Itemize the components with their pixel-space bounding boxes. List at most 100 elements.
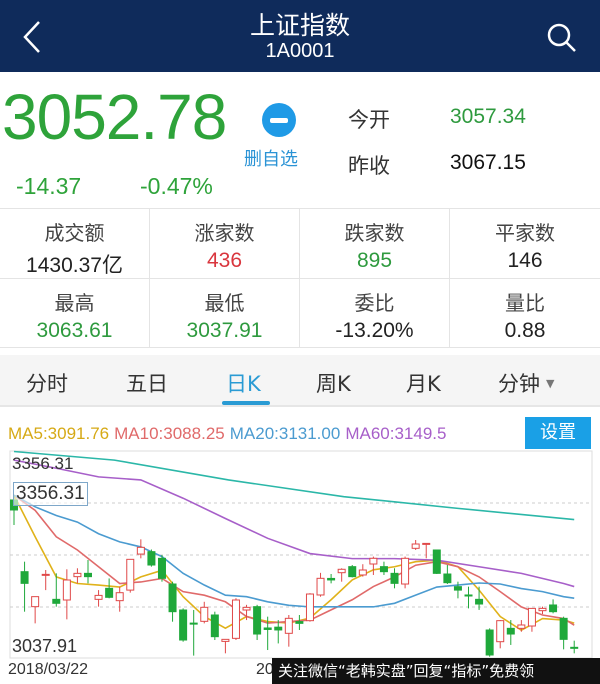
candle-body — [274, 626, 283, 631]
candle — [221, 638, 230, 654]
stat-cell: 成交额 1430.37亿 — [0, 209, 150, 278]
remove-favorite-button[interactable]: 删自选 — [244, 149, 298, 170]
tab-2[interactable]: 日K — [226, 368, 261, 398]
price-change-pct: -0.47% — [140, 173, 213, 199]
candle-body — [337, 568, 346, 574]
candle — [411, 539, 420, 550]
stat-value: 1430.37亿 — [26, 254, 123, 277]
ma-line — [13, 494, 575, 632]
stat-label: 成交额 — [44, 221, 105, 245]
stat-value: -13.20% — [335, 319, 414, 342]
candle — [147, 549, 156, 567]
tab-1[interactable]: 五日 — [126, 368, 168, 398]
candle-body — [348, 566, 357, 578]
candle — [115, 586, 124, 612]
candle-body — [189, 622, 198, 625]
candle — [168, 581, 177, 622]
stat-label: 量比 — [505, 291, 545, 315]
tab-label: 分时 — [26, 372, 68, 396]
candlestick-chart[interactable] — [0, 440, 600, 670]
candle — [527, 607, 536, 632]
candle-body — [485, 629, 494, 656]
stat-value: 3037.91 — [186, 319, 263, 342]
tab-label: 周K — [316, 372, 351, 396]
candle — [105, 578, 114, 599]
candle — [126, 558, 135, 593]
remove-favorite-icon[interactable] — [262, 103, 296, 137]
candle — [284, 614, 293, 647]
ma-line — [13, 450, 575, 521]
chart-tabs: 分时 五日 日K 周K 月K 分钟 ▼ — [0, 355, 600, 407]
open-value: 3057.34 — [450, 105, 526, 128]
ma-line — [13, 494, 575, 608]
candle-body — [52, 598, 61, 604]
tab-5[interactable]: 分钟 ▼ — [498, 368, 554, 398]
prev-close-value: 3067.15 — [450, 151, 526, 174]
candle — [274, 620, 283, 644]
candle — [337, 568, 346, 582]
stat-value: 0.88 — [504, 319, 546, 342]
tab-4[interactable]: 月K — [406, 368, 441, 398]
candle-body — [422, 542, 431, 545]
candle-body — [443, 573, 452, 584]
candle — [295, 614, 304, 631]
candle — [432, 549, 441, 575]
candle-body — [157, 557, 166, 579]
candle — [538, 606, 547, 614]
stat-cell: 最低 3037.91 — [150, 279, 300, 348]
candle-body — [390, 572, 399, 584]
candle — [136, 539, 145, 559]
ma-line — [13, 459, 575, 588]
candle — [570, 640, 579, 654]
candle — [263, 616, 272, 651]
stat-value: 3063.61 — [36, 319, 113, 342]
header: 上证指数 1A0001 — [0, 0, 600, 72]
stat-label: 委比 — [354, 291, 395, 315]
date-mid-label: 20 — [256, 661, 274, 678]
candle-body — [242, 606, 251, 611]
candle-body — [41, 573, 50, 576]
candle-body — [210, 614, 219, 638]
candle — [475, 586, 484, 610]
stats-grid: 成交额 1430.37亿 涨家数 436 跌家数 895 平家数 146 最高 3063.61 最低… — [0, 208, 600, 348]
candle-body — [231, 599, 240, 639]
tab-0[interactable]: 分时 — [26, 368, 68, 398]
tab-label: 月K — [406, 372, 441, 396]
candle-body — [83, 572, 92, 578]
tab-3[interactable]: 周K — [316, 368, 351, 398]
candle — [496, 620, 505, 649]
axis-max-label: 3356.31 — [12, 454, 74, 473]
candle-body — [570, 646, 579, 649]
candle — [242, 604, 251, 621]
candle-body — [62, 579, 71, 601]
candle-body — [496, 620, 505, 643]
candle-body — [263, 627, 272, 630]
candle — [506, 620, 515, 645]
stat-value: 146 — [507, 249, 543, 272]
date-start-label: 2018/03/22 — [8, 661, 89, 678]
settings-button[interactable]: 设置 — [525, 417, 591, 449]
tab-label: 分钟 — [498, 372, 540, 396]
chevron-left-icon[interactable] — [22, 20, 42, 54]
candle — [379, 561, 388, 575]
stat-cell: 平家数 146 — [450, 209, 600, 278]
candle-body — [295, 621, 304, 624]
candle — [464, 586, 473, 609]
candle — [62, 569, 71, 620]
current-price: 3052.78 — [2, 81, 227, 153]
candle-body — [73, 572, 82, 578]
candle-body — [358, 569, 367, 576]
candle-body — [20, 571, 29, 584]
candle — [189, 610, 198, 656]
search-icon[interactable] — [546, 22, 578, 54]
open-label: 今开 — [348, 108, 390, 132]
candle-body — [31, 596, 40, 608]
candle-body — [179, 609, 188, 641]
candle — [517, 620, 526, 632]
ma-legend-item: MA5:3091.76 — [8, 424, 110, 443]
candle-body — [284, 617, 293, 634]
candle-body — [253, 606, 262, 635]
candle — [41, 569, 50, 591]
stat-label: 涨家数 — [194, 221, 255, 245]
page-title: 上证指数 — [249, 11, 350, 40]
